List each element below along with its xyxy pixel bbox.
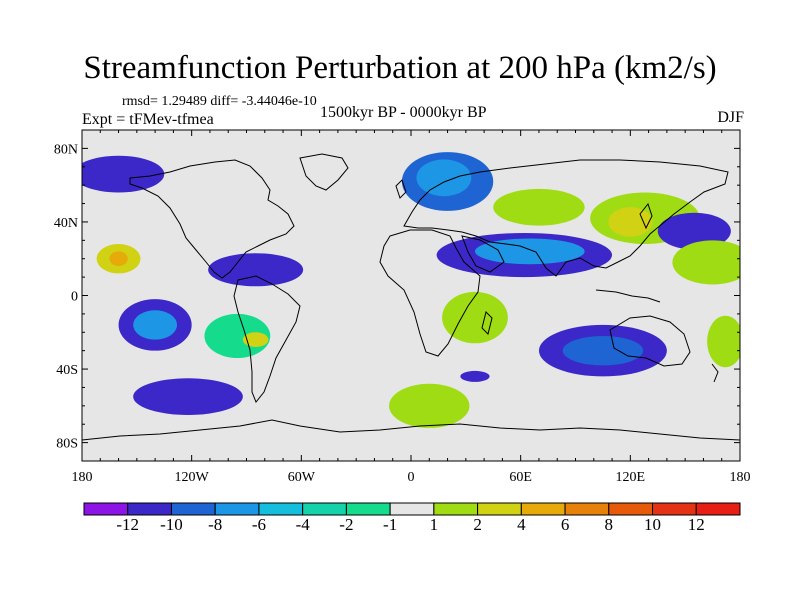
- colorbar-swatch: [477, 502, 522, 516]
- colorbar-label: -10: [160, 515, 183, 534]
- anomaly-south-pacific-low-core: [133, 310, 178, 340]
- x-tick-label: 60W: [288, 470, 316, 485]
- anomaly-east-asian-high-core: [608, 207, 653, 237]
- colorbar-swatch: [695, 502, 741, 516]
- y-tick-label: 40S: [56, 363, 78, 378]
- colorbar-label: 10: [644, 515, 662, 534]
- colorbar-swatch: [83, 502, 129, 516]
- anomaly-southern-ocean-high: [389, 383, 470, 428]
- anomaly-west-pacific-high: [672, 240, 740, 285]
- coastline-eurasia: [403, 159, 729, 277]
- colorbar-swatch: [520, 502, 566, 516]
- anomaly-north-atlantic-europe-low-core: [416, 159, 472, 197]
- colorbar-swatch: [345, 502, 391, 516]
- anomaly-south-american-high-core: [242, 332, 269, 347]
- coastline-north-america: [129, 159, 295, 279]
- colorbar-swatch: [608, 502, 654, 516]
- colorbar-label: 6: [560, 515, 570, 534]
- statistics-label: rmsd= 1.29489 diff= -3.44046e-10: [122, 94, 317, 109]
- coastline-antarctica: [82, 419, 740, 441]
- axis-tick-labels: 180 120W 60W 0 60E 120E 180 80N 40N 0 40S 80S: [54, 142, 751, 485]
- colorbar-swatch: [258, 502, 304, 516]
- colorbar-swatch: [302, 502, 347, 516]
- y-tick-label: 40N: [54, 216, 78, 231]
- anomaly-south-american-high: [204, 313, 271, 359]
- coastline-arabia: [461, 235, 505, 273]
- coastline-uk: [395, 179, 407, 199]
- y-tick-label: 80N: [54, 142, 78, 157]
- colorbar-label: 12: [687, 515, 705, 534]
- anomaly-south-atlantic-low: [133, 378, 243, 416]
- season-label: DJF: [717, 109, 744, 126]
- colorbar-swatch: [214, 502, 260, 516]
- colorbar-swatch: [389, 502, 435, 516]
- anomaly-african-high: [442, 291, 508, 344]
- x-tick-label: 180: [730, 470, 751, 485]
- x-tick-label: 120E: [616, 470, 646, 485]
- anomaly-north-pacific-high-center: [109, 251, 128, 267]
- coastline-new-zealand: [711, 363, 719, 383]
- colorbar-label: -6: [251, 515, 267, 534]
- colorbar-swatch: [127, 502, 172, 516]
- colorbar-swatch: [170, 502, 216, 516]
- coastline-south-america: [233, 275, 301, 403]
- colorbar-label: -8: [208, 515, 223, 534]
- coastline-africa: [379, 229, 481, 357]
- colorbar-swatch: [564, 502, 610, 516]
- x-tick-label: 180: [72, 470, 93, 485]
- coastline-greenland: [299, 153, 349, 191]
- anomaly-indian-ocean-low-core: [562, 335, 644, 366]
- coastline-madagascar: [481, 311, 493, 335]
- colorbar-label: 1: [429, 515, 439, 534]
- contour-field: [82, 152, 740, 428]
- colorbar-swatch: [433, 502, 479, 516]
- coastlines: [82, 153, 740, 441]
- x-tick-label: 120W: [175, 470, 210, 485]
- y-tick-label: 80S: [56, 437, 78, 452]
- colorbar-label: -12: [116, 515, 140, 534]
- coastline-indonesia: [595, 289, 661, 303]
- anomaly-central-asian-high: [493, 188, 585, 226]
- colorbar-label: 8: [604, 515, 614, 534]
- colorbar-label: -4: [295, 515, 310, 534]
- y-tick-label: 0: [71, 290, 78, 305]
- anomaly-south-indian-low: [460, 370, 490, 382]
- colorbar-label: -1: [383, 515, 398, 534]
- x-tick-label: 60E: [509, 470, 532, 485]
- colorbar-swatch: [652, 502, 697, 516]
- period-label: 1500kyr BP - 0000kyr BP: [320, 104, 487, 121]
- axis-ticks: [81, 129, 741, 462]
- experiment-label: Expt = tFMev-tfmea: [82, 111, 214, 128]
- colorbar: [83, 502, 741, 516]
- anomaly-caribbean-low: [208, 253, 304, 287]
- anomaly-south-pacific-high: [707, 315, 740, 368]
- colorbar-label: -2: [339, 515, 354, 534]
- colorbar-label: 2: [473, 515, 482, 534]
- colorbar-label: 4: [517, 515, 526, 534]
- anomaly-north-pacific-arctic-low: [82, 155, 165, 193]
- x-tick-label: 0: [408, 470, 415, 485]
- coastline-japan: [639, 202, 653, 230]
- plot-title: Streamfunction Perturbation at 200 hPa (…: [83, 50, 717, 86]
- coastline-australia: [609, 315, 691, 367]
